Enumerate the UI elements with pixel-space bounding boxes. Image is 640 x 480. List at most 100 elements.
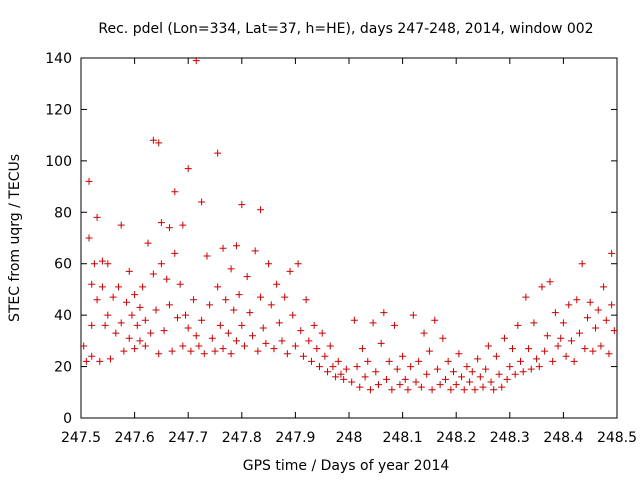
y-tick-label: 120	[45, 102, 72, 118]
data-point	[259, 324, 267, 332]
data-point	[366, 386, 374, 394]
data-point	[592, 324, 600, 332]
data-point	[436, 381, 444, 389]
data-point	[182, 311, 190, 319]
data-point	[415, 357, 423, 365]
data-point	[549, 357, 557, 365]
data-point	[358, 345, 366, 353]
data-point	[492, 352, 500, 360]
data-point	[522, 293, 530, 301]
data-point	[420, 329, 428, 337]
data-point	[179, 221, 187, 229]
data-point	[479, 383, 487, 391]
data-point	[216, 321, 224, 329]
data-point	[294, 260, 302, 268]
data-point	[297, 327, 305, 335]
data-point	[200, 350, 208, 358]
data-point	[128, 311, 136, 319]
y-tick-label: 0	[63, 411, 72, 427]
data-point	[310, 321, 318, 329]
data-point	[136, 303, 144, 311]
y-tick-label: 140	[45, 51, 72, 67]
data-point	[452, 381, 460, 389]
data-point	[385, 357, 393, 365]
data-point	[125, 334, 133, 342]
data-point	[329, 363, 337, 371]
data-point	[203, 252, 211, 260]
data-point	[184, 165, 192, 173]
data-point	[286, 267, 294, 275]
data-point	[476, 373, 484, 381]
data-point	[487, 378, 495, 386]
data-point	[575, 329, 583, 337]
data-point	[254, 347, 262, 355]
data-point	[423, 370, 431, 378]
x-tick-label: 248.4	[543, 430, 583, 446]
data-point	[417, 383, 425, 391]
data-point	[257, 293, 265, 301]
data-point	[85, 234, 93, 242]
data-point	[431, 316, 439, 324]
data-point	[131, 345, 139, 353]
data-point	[543, 332, 551, 340]
data-point	[238, 321, 246, 329]
data-point	[155, 350, 163, 358]
data-point	[230, 306, 238, 314]
data-point	[165, 224, 173, 232]
data-point	[93, 296, 101, 304]
data-point	[211, 347, 219, 355]
x-tick-label: 247.6	[115, 430, 155, 446]
x-tick-label: 247.5	[61, 430, 101, 446]
data-point	[482, 365, 490, 373]
data-point	[117, 319, 125, 327]
data-point	[597, 342, 605, 350]
data-point	[224, 329, 232, 337]
data-point	[565, 301, 573, 309]
data-point	[187, 347, 195, 355]
data-point	[291, 342, 299, 350]
data-point	[570, 357, 578, 365]
data-point	[399, 352, 407, 360]
data-point	[120, 347, 128, 355]
data-point	[249, 332, 257, 340]
data-point	[198, 198, 206, 206]
data-point	[227, 265, 235, 273]
data-point	[554, 342, 562, 350]
data-point	[96, 357, 104, 365]
data-point	[165, 301, 173, 309]
data-point	[511, 370, 519, 378]
data-point	[104, 260, 112, 268]
data-point	[372, 368, 380, 376]
data-point	[307, 357, 315, 365]
data-point	[538, 283, 546, 291]
data-point	[433, 365, 441, 373]
data-point	[265, 260, 273, 268]
data-point	[391, 321, 399, 329]
x-tick-label: 247.9	[275, 430, 315, 446]
data-point	[88, 352, 96, 360]
data-point	[361, 373, 369, 381]
data-point	[428, 386, 436, 394]
data-point	[500, 334, 508, 342]
data-point	[85, 177, 93, 185]
y-tick-label: 20	[54, 360, 72, 376]
data-point	[117, 221, 125, 229]
data-point	[141, 342, 149, 350]
data-point	[562, 352, 570, 360]
data-point	[80, 342, 88, 350]
data-point	[219, 244, 227, 252]
data-point	[401, 375, 409, 383]
data-point	[192, 332, 200, 340]
x-tick-label: 247.8	[222, 430, 262, 446]
data-point	[98, 257, 106, 265]
data-point	[460, 386, 468, 394]
data-point	[232, 242, 240, 250]
data-point	[155, 139, 163, 147]
data-point	[176, 280, 184, 288]
data-point	[471, 386, 479, 394]
data-point	[313, 345, 321, 353]
data-point	[115, 283, 123, 291]
data-point	[139, 283, 147, 291]
data-point	[195, 342, 203, 350]
data-point	[369, 319, 377, 327]
